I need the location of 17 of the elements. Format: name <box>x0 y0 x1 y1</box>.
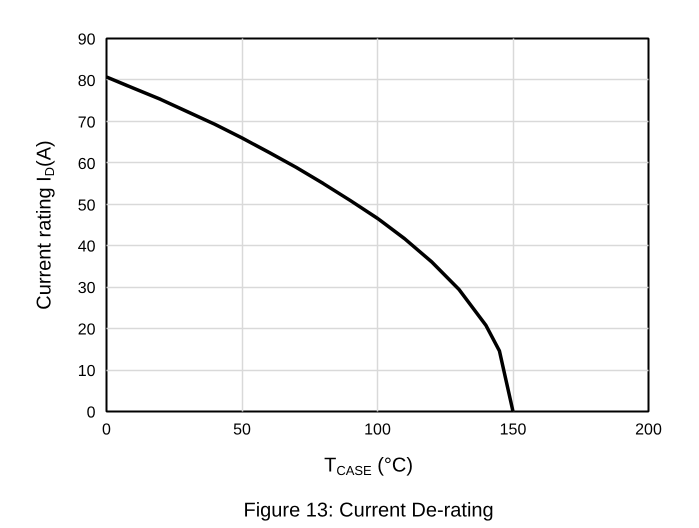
y-axis-title: Current rating ID(A) <box>34 140 57 310</box>
y-tick-label: 90 <box>78 32 96 48</box>
x-tick-label: 200 <box>635 422 662 438</box>
x-tick-label: 100 <box>364 422 391 438</box>
y-tick-label: 40 <box>78 238 96 256</box>
y-tick-label: 0 <box>86 404 96 422</box>
x-tick-label: 50 <box>233 422 251 438</box>
y-tick-label: 70 <box>78 114 96 132</box>
y-tick-label: 20 <box>78 322 96 339</box>
y-tick-label: 60 <box>78 156 96 173</box>
y-tick-label: 80 <box>78 72 96 90</box>
y-tick-label: 50 <box>78 197 96 214</box>
x-tick-label: 150 <box>500 422 526 438</box>
x-tick-label: 0 <box>102 422 112 438</box>
y-tick-label: 10 <box>78 363 96 380</box>
text: Figure 13: Current De-rating <box>244 500 494 522</box>
y-tick-label: 30 <box>78 280 96 298</box>
